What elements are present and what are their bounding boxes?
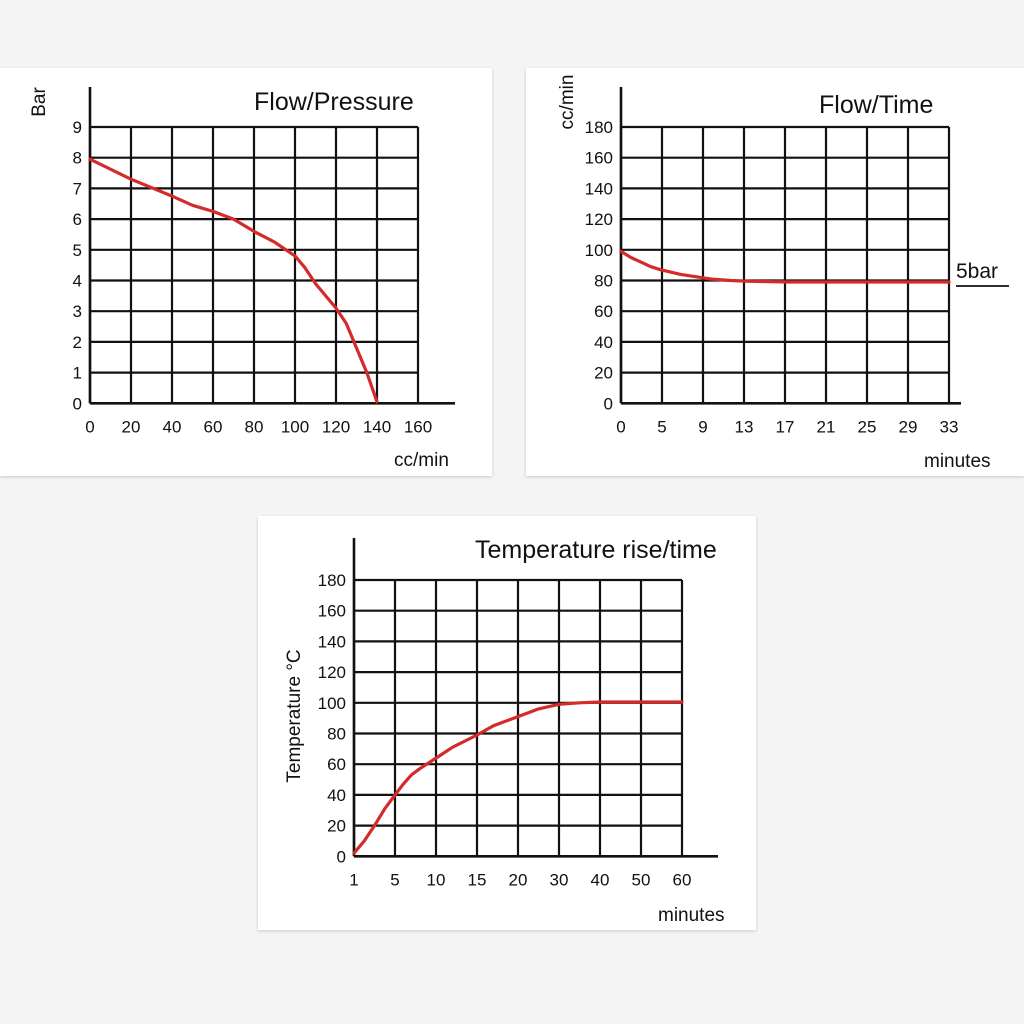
y-axis-label: cc/min xyxy=(557,75,578,130)
x-tick-label: 0 xyxy=(85,417,94,436)
flow-pressure-chart: 0 20 40 60 80 100 120 140 160 0 1 2 3 4 5 6 7 8 9 Flow/Pres… xyxy=(29,87,455,471)
x-tick-label: 60 xyxy=(673,870,692,889)
y-tick-label: 80 xyxy=(327,725,346,744)
y-tick-label: 180 xyxy=(585,118,613,137)
y-tick-label: 0 xyxy=(604,394,613,413)
x-tick-label: 50 xyxy=(632,870,651,889)
x-axis-label: minutes xyxy=(658,905,725,926)
flow-pressure-panel: 0 20 40 60 80 100 120 140 160 0 1 2 3 4 5 6 7 8 9 Flow/Pres… xyxy=(0,68,492,476)
chart-title: Temperature rise/time xyxy=(475,536,717,564)
x-tick-label: 15 xyxy=(468,870,487,889)
y-tick-label: 60 xyxy=(594,302,613,321)
series-line xyxy=(619,249,951,284)
x-tick-label: 40 xyxy=(591,870,610,889)
x-tick-label: 9 xyxy=(698,417,707,436)
x-tick-label: 13 xyxy=(735,417,754,436)
pressure-annotation: 5bar xyxy=(956,260,998,283)
y-tick-label: 5 xyxy=(73,241,82,260)
temperature-time-panel: 1 5 10 15 20 30 40 50 60 0 20 40 60 80 100 120 140 160 180… xyxy=(258,516,756,930)
x-tick-label: 40 xyxy=(163,417,182,436)
y-tick-label: 0 xyxy=(337,847,346,866)
y-tick-label: 100 xyxy=(318,694,346,713)
y-tick-label: 60 xyxy=(327,755,346,774)
y-axis-label: Temperature °C xyxy=(284,649,305,782)
y-tick-label: 80 xyxy=(594,272,613,291)
x-tick-label: 30 xyxy=(550,870,569,889)
flow-time-chart: 0 5 9 13 17 21 25 29 33 0 20 40 60 80 100 120 140 160 180 F… xyxy=(557,75,1009,472)
x-tick-label: 120 xyxy=(322,417,350,436)
x-tick-label: 1 xyxy=(349,870,358,889)
y-tick-label: 20 xyxy=(327,817,346,836)
x-tick-label: 25 xyxy=(858,417,877,436)
x-tick-label: 33 xyxy=(940,417,959,436)
y-tick-label: 8 xyxy=(73,149,82,168)
y-tick-label: 40 xyxy=(327,786,346,805)
chart-title: Flow/Pressure xyxy=(254,88,414,116)
y-axis-label: Bar xyxy=(29,87,50,117)
y-tick-label: 20 xyxy=(594,364,613,383)
y-tick-label: 7 xyxy=(73,179,82,198)
x-axis-label: cc/min xyxy=(394,450,449,471)
x-tick-label: 5 xyxy=(657,417,666,436)
y-tick-label: 3 xyxy=(73,302,82,321)
flow-time-panel: 0 5 9 13 17 21 25 29 33 0 20 40 60 80 100 120 140 160 180 F… xyxy=(526,68,1024,476)
y-tick-label: 140 xyxy=(585,179,613,198)
series-line xyxy=(352,700,684,855)
y-tick-label: 6 xyxy=(73,210,82,229)
y-tick-label: 9 xyxy=(73,118,82,137)
x-tick-label: 29 xyxy=(899,417,918,436)
x-tick-label: 80 xyxy=(245,417,264,436)
x-tick-label: 160 xyxy=(404,417,432,436)
x-tick-label: 10 xyxy=(427,870,446,889)
y-tick-label: 1 xyxy=(73,364,82,383)
x-tick-label: 0 xyxy=(616,417,625,436)
y-tick-label: 4 xyxy=(73,272,82,291)
grid xyxy=(88,125,420,405)
grid xyxy=(619,125,951,405)
x-tick-label: 140 xyxy=(363,417,391,436)
x-tick-label: 20 xyxy=(122,417,141,436)
y-tick-label: 180 xyxy=(318,571,346,590)
x-tick-label: 17 xyxy=(776,417,795,436)
x-tick-label: 5 xyxy=(390,870,399,889)
chart-title: Flow/Time xyxy=(819,91,933,119)
x-tick-label: 20 xyxy=(509,870,528,889)
y-tick-label: 120 xyxy=(318,663,346,682)
y-tick-label: 40 xyxy=(594,333,613,352)
y-tick-label: 160 xyxy=(318,602,346,621)
y-tick-label: 100 xyxy=(585,241,613,260)
x-tick-label: 60 xyxy=(204,417,223,436)
y-tick-label: 2 xyxy=(73,333,82,352)
y-tick-label: 0 xyxy=(73,394,82,413)
y-tick-label: 140 xyxy=(318,632,346,651)
x-axis-label: minutes xyxy=(924,451,991,472)
x-tick-label: 100 xyxy=(281,417,309,436)
temperature-time-chart: 1 5 10 15 20 30 40 50 60020406080100120140160180… xyxy=(284,536,725,926)
x-tick-label: 21 xyxy=(817,417,836,436)
y-tick-label: 160 xyxy=(585,149,613,168)
series-line xyxy=(88,157,379,404)
y-tick-label: 120 xyxy=(585,210,613,229)
